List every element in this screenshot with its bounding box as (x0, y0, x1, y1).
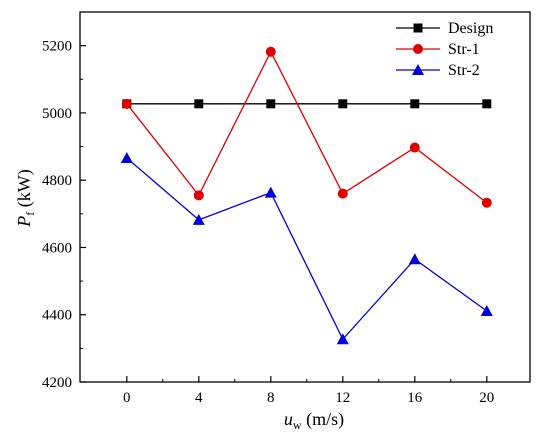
series-layer (120, 46, 493, 345)
legend-marker (413, 23, 423, 33)
data-point (194, 99, 204, 109)
x-tick-label: 12 (335, 390, 350, 406)
series-str-2 (120, 151, 493, 345)
data-point (120, 151, 133, 163)
data-point (266, 99, 276, 109)
legend-marker (412, 64, 424, 75)
y-axis-title: Pf (kW) (14, 169, 37, 227)
y-tick-label: 5000 (42, 106, 72, 122)
data-point (481, 197, 492, 208)
y-tick-label: 4400 (42, 308, 72, 324)
legend-label: Str-2 (448, 62, 480, 79)
legend-item: Design (396, 20, 493, 37)
data-point (409, 142, 420, 153)
data-point (265, 46, 276, 57)
legend-label: Design (448, 20, 493, 37)
data-point (482, 99, 492, 109)
legend-label: Str-1 (448, 41, 480, 58)
series-design (122, 99, 492, 109)
data-point (337, 188, 348, 199)
data-point (408, 253, 421, 265)
y-tick-label: 4600 (42, 240, 72, 256)
data-point (121, 98, 132, 109)
data-point (193, 190, 204, 201)
x-tick-label: 16 (407, 390, 423, 406)
data-point (480, 305, 493, 317)
y-tick-label: 4200 (42, 375, 72, 391)
x-tick-label: 0 (123, 390, 131, 406)
legend-item: Str-1 (396, 41, 480, 58)
x-axis-title: uw (m/s) (284, 409, 344, 432)
data-point (192, 213, 205, 225)
series-str-1 (121, 46, 492, 208)
y-tick-label: 4800 (42, 173, 72, 189)
x-tick-label: 20 (479, 390, 494, 406)
data-point (338, 99, 348, 109)
legend: Design Str-1 Str-2 (396, 20, 493, 79)
series-line (126, 157, 488, 341)
y-tick-label: 5200 (42, 39, 72, 55)
axis-ticks: 0 4 8 12 16 20 4200 4400 4600 4800 5000 5200 (42, 39, 494, 406)
data-point (410, 99, 420, 109)
x-tick-label: 8 (267, 390, 275, 406)
legend-item: Str-2 (396, 62, 480, 79)
series-line (126, 50, 488, 204)
x-tick-label: 4 (195, 390, 203, 406)
legend-marker (413, 44, 423, 54)
data-point (336, 333, 349, 345)
data-point (264, 186, 277, 198)
plot-frame (79, 11, 531, 383)
plot-border (79, 11, 531, 383)
